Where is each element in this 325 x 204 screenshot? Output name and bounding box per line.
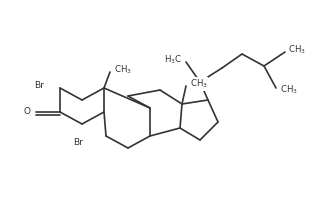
Text: Br: Br [34, 82, 44, 91]
Text: CH$_3$: CH$_3$ [190, 78, 208, 90]
Text: CH$_3$: CH$_3$ [288, 44, 306, 56]
Text: Br: Br [73, 138, 83, 147]
Text: H$_3$C: H$_3$C [164, 54, 182, 66]
Text: CH$_3$: CH$_3$ [280, 84, 298, 96]
Text: O: O [23, 108, 30, 116]
Text: CH$_3$: CH$_3$ [114, 64, 132, 76]
